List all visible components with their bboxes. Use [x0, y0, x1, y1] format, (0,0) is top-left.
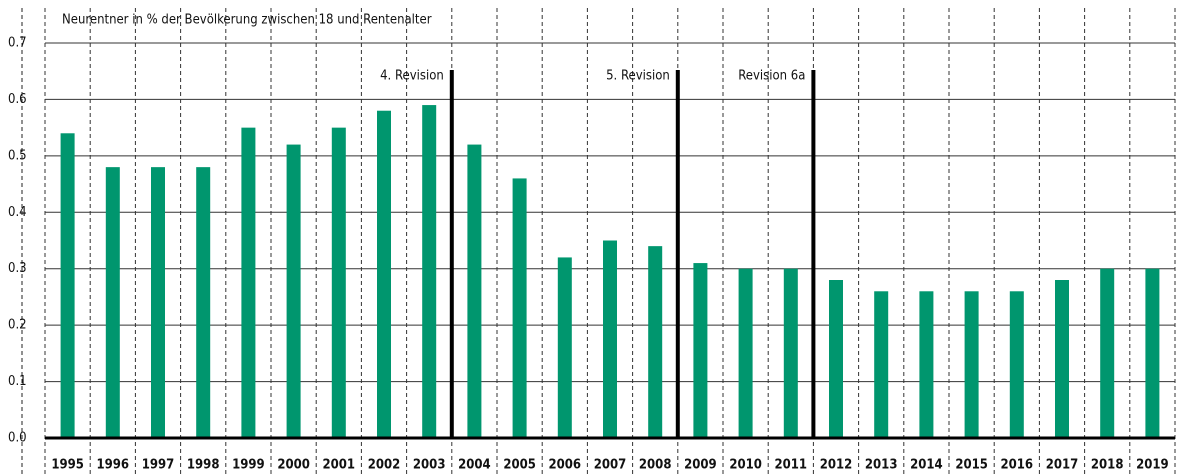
y-tick-label: 0.4 [8, 205, 27, 220]
y-tick-label: 0.6 [8, 92, 27, 107]
bar [60, 133, 75, 439]
bar [512, 178, 527, 438]
bar [557, 257, 572, 438]
chart-title: Neurentner in % der Bevölkerung zwischen… [62, 13, 432, 28]
x-tick-label: 2010 [729, 458, 762, 473]
y-tick-label: 0.0 [8, 431, 27, 446]
x-tick-label: 2001 [323, 458, 356, 473]
bar [783, 268, 798, 438]
bar [151, 167, 165, 438]
x-tick-label: 2016 [1001, 458, 1034, 473]
x-tick-label: 1996 [97, 458, 130, 473]
annotation: 4. Revision [380, 69, 444, 84]
bar [693, 263, 708, 438]
bar [467, 144, 482, 439]
annotation: 5. Revision [606, 69, 670, 84]
x-tick-label: 2012 [820, 458, 853, 473]
x-tick-label: 2005 [503, 458, 536, 473]
bar [1055, 280, 1069, 438]
x-tick-label: 2008 [639, 458, 672, 473]
bar [241, 127, 256, 439]
bar [603, 240, 617, 438]
bar [377, 110, 391, 438]
x-tick-label: 1997 [142, 458, 175, 473]
y-tick-label: 0.2 [8, 318, 27, 333]
x-tick-label: 2002 [368, 458, 401, 473]
x-tick-label: 2011 [775, 458, 808, 473]
x-tick-label: 2014 [910, 458, 943, 473]
x-tick-label: 2004 [458, 458, 491, 473]
x-tick-label: 2017 [1046, 458, 1079, 473]
bar [919, 291, 934, 438]
annotation: Revision 6a [738, 69, 805, 84]
bar [648, 246, 663, 438]
bar [105, 167, 120, 438]
x-tick-label: 2015 [955, 458, 988, 473]
bar [422, 105, 437, 439]
bar [829, 280, 843, 438]
bar [1100, 268, 1115, 438]
bar [738, 268, 753, 438]
bar [1145, 268, 1160, 438]
x-tick-label: 1998 [187, 458, 220, 473]
y-tick-label: 0.5 [8, 148, 27, 163]
x-tick-label: 1999 [232, 458, 265, 473]
x-tick-label: 2003 [413, 458, 446, 473]
bar [286, 144, 301, 439]
x-tick-label: 1995 [51, 458, 84, 473]
x-tick-label: 2013 [865, 458, 898, 473]
x-tick-label: 2018 [1091, 458, 1124, 473]
y-tick-label: 0.1 [8, 374, 27, 389]
x-tick-label: 2006 [549, 458, 582, 473]
y-tick-label: 0.3 [8, 261, 27, 276]
x-tick-label: 2007 [594, 458, 627, 473]
bar [964, 291, 979, 438]
x-tick-label: 2000 [277, 458, 310, 473]
bar [1009, 291, 1024, 438]
x-tick-label: 2009 [684, 458, 717, 473]
bar [874, 291, 889, 438]
x-tick-label: 2019 [1136, 458, 1169, 473]
bar [196, 167, 211, 438]
y-tick-label: 0.7 [8, 36, 27, 51]
bar [331, 127, 346, 439]
